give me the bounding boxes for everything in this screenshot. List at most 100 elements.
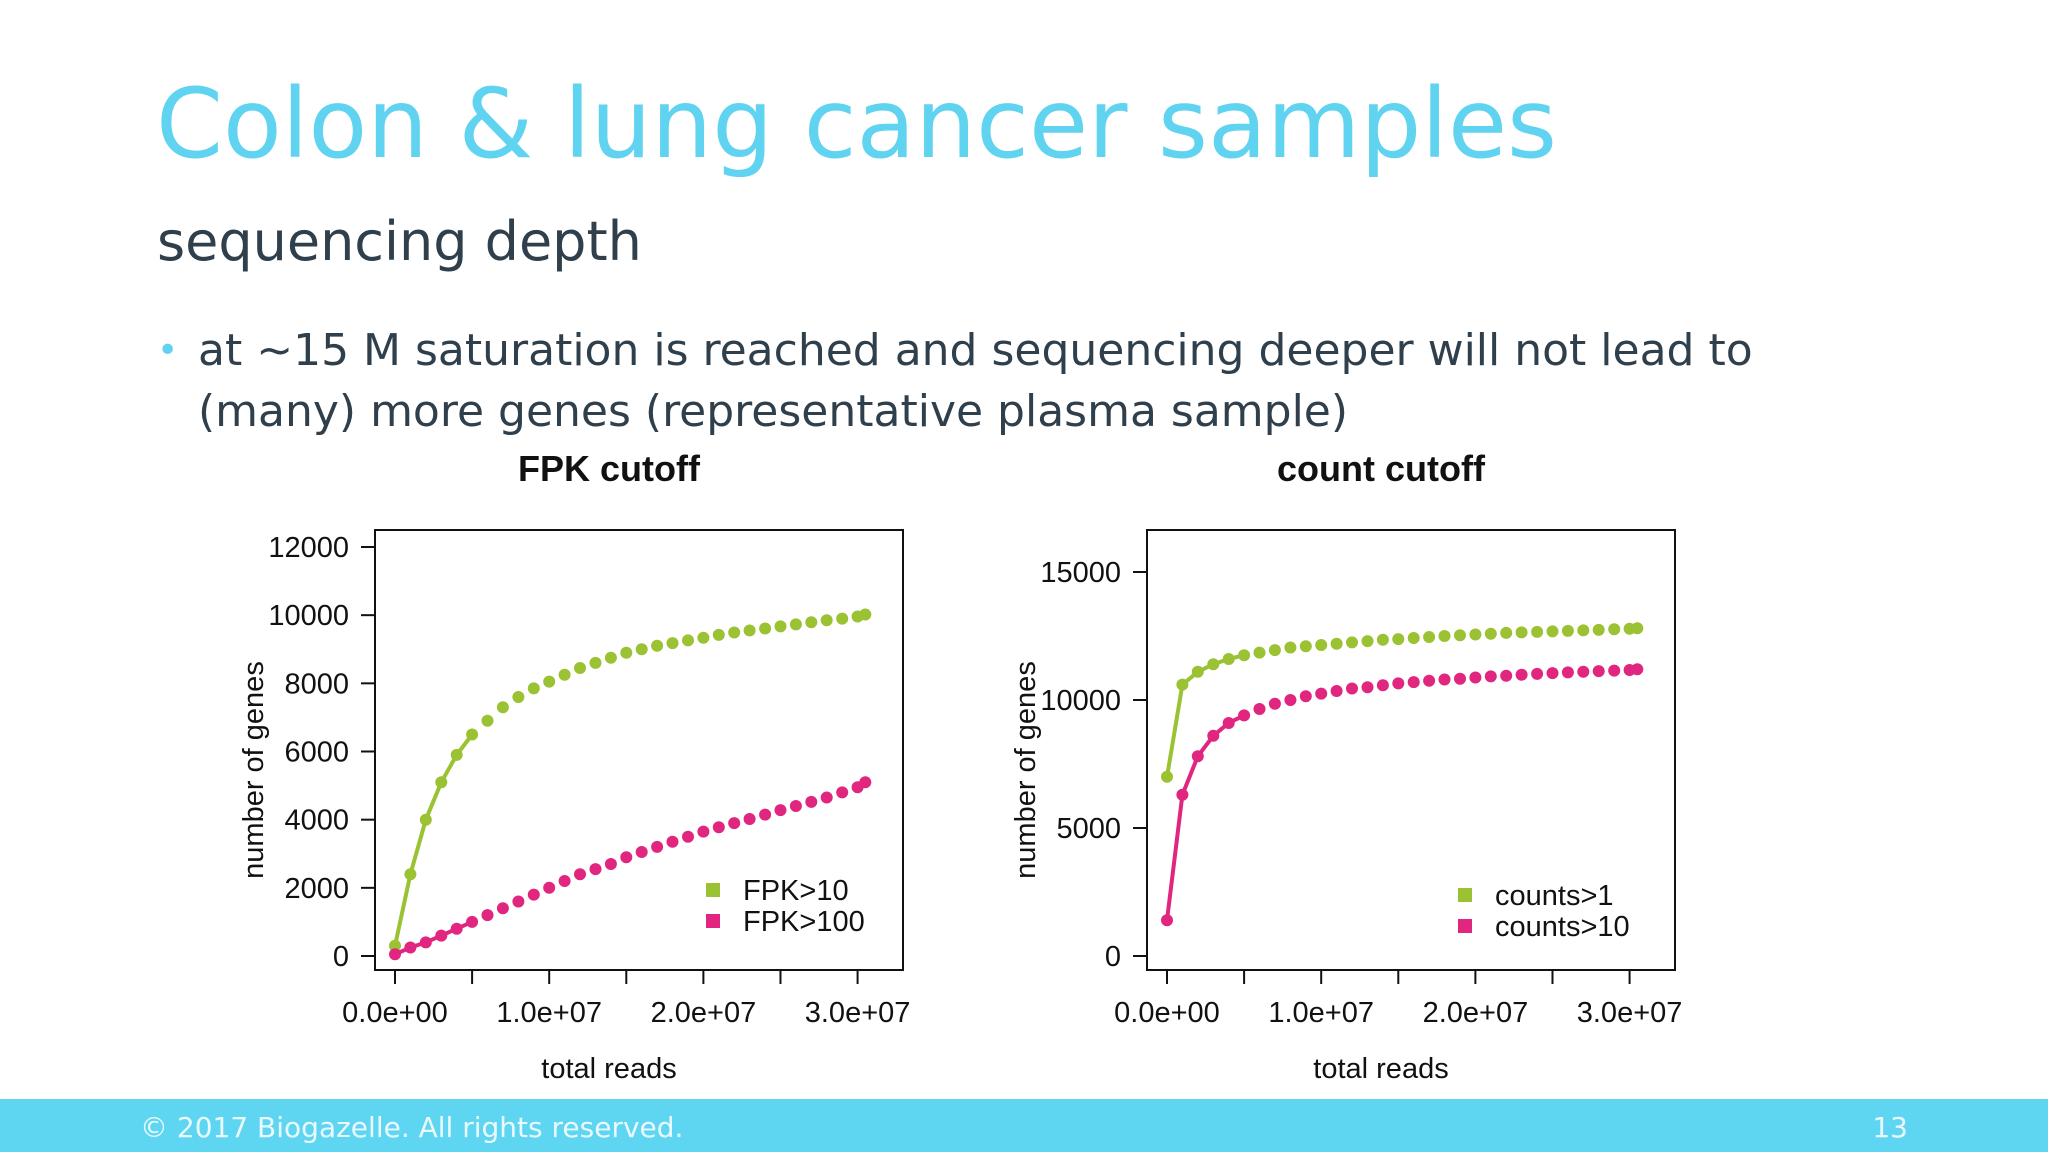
y-tick-label: 2000	[284, 873, 349, 905]
data-point	[496, 902, 509, 915]
plot-frame	[1146, 529, 1676, 971]
x-tick-label: 2.0e+07	[1423, 997, 1529, 1029]
data-point	[1222, 653, 1235, 665]
data-point	[1330, 637, 1343, 650]
data-point	[450, 748, 463, 761]
x-tick-label: 3.0e+07	[805, 997, 911, 1029]
data-point	[1500, 669, 1513, 682]
data-point	[1546, 625, 1559, 638]
data-point	[1631, 622, 1644, 635]
slide-title: Colon & lung cancer samples	[156, 68, 1558, 180]
data-point	[419, 936, 432, 949]
data-point	[1484, 627, 1497, 640]
data-point	[1176, 678, 1189, 691]
data-point	[1592, 665, 1605, 678]
data-point	[1361, 681, 1374, 694]
data-point	[1268, 697, 1281, 710]
data-point	[682, 830, 694, 843]
data-point	[1253, 646, 1266, 659]
data-point	[1423, 674, 1436, 687]
data-point	[1176, 788, 1189, 801]
data-point	[836, 786, 849, 799]
data-point	[1222, 717, 1235, 729]
data-point	[496, 701, 509, 714]
legend-marker	[706, 883, 720, 897]
y-tick-label: 6000	[284, 737, 349, 769]
legend-label: FPK>10	[743, 875, 849, 907]
y-tick-label: 5000	[1056, 813, 1121, 845]
data-point	[1191, 750, 1204, 763]
data-point	[1392, 677, 1405, 690]
data-point	[604, 858, 617, 870]
data-point	[589, 656, 602, 669]
data-point	[404, 941, 417, 954]
data-point	[1161, 914, 1173, 927]
chart-count-cutoff-svg: count cutoff 0 5000 10000 15000 0.0e+00 1.0e+0…	[1010, 448, 1682, 1085]
data-point	[1592, 623, 1605, 636]
data-point	[1361, 635, 1374, 648]
data-point	[1407, 676, 1420, 689]
data-point	[651, 639, 664, 652]
x-axis-label: total reads	[541, 1053, 676, 1085]
data-point	[481, 909, 494, 922]
data-point	[1238, 649, 1251, 662]
data-point	[1469, 671, 1482, 684]
data-point	[666, 637, 679, 650]
data-point	[1577, 665, 1590, 678]
data-point	[666, 835, 679, 848]
data-point	[789, 800, 802, 812]
data-point	[1561, 666, 1574, 679]
data-point	[1299, 690, 1312, 703]
data-point	[1376, 633, 1389, 646]
data-point	[1484, 670, 1497, 683]
data-point	[1284, 641, 1297, 654]
data-point	[1407, 632, 1420, 644]
legend-marker	[1458, 919, 1472, 933]
data-point	[512, 895, 525, 908]
legend-label: FPK>100	[743, 906, 865, 938]
data-point	[389, 939, 401, 952]
chart-title: FPK cutoff	[518, 448, 701, 489]
data-point	[789, 618, 802, 631]
data-point	[620, 646, 633, 659]
data-point	[1423, 631, 1436, 643]
legend-marker	[706, 914, 720, 928]
data-point	[820, 791, 833, 804]
data-point	[574, 662, 586, 674]
bullet-dot-icon: •	[157, 330, 179, 371]
legend-label: counts>1	[1495, 880, 1614, 912]
plot-frame	[374, 529, 904, 971]
data-point	[1346, 636, 1358, 649]
data-point	[859, 608, 872, 621]
data-point	[1631, 663, 1644, 676]
data-point	[1284, 694, 1297, 706]
data-point	[1454, 672, 1466, 685]
data-point	[450, 922, 463, 935]
data-point	[728, 626, 741, 639]
slide-subtitle: sequencing depth	[157, 210, 642, 273]
chart-count-cutoff: count cutoff 0 5000 10000 15000 0.0e+00 1.0e+0…	[967, 445, 1727, 1095]
data-point	[759, 622, 772, 635]
data-point	[697, 825, 710, 838]
y-axis-label: number of genes	[1010, 661, 1042, 879]
x-axis-label: total reads	[1313, 1053, 1448, 1085]
data-point	[1515, 668, 1528, 681]
data-point	[635, 643, 648, 656]
series-line-1	[1165, 713, 1245, 921]
data-point	[1161, 770, 1173, 783]
y-axis-label: number of genes	[238, 661, 270, 879]
data-point	[712, 628, 725, 641]
chart-fpk-cutoff-svg: FPK cutoff 0 2000 4000 6000 8000 10000 12000 0.0…	[238, 448, 911, 1085]
data-point	[712, 821, 725, 834]
data-point	[836, 612, 849, 625]
data-point	[1268, 644, 1281, 657]
data-point	[419, 813, 432, 826]
data-point	[1207, 658, 1220, 671]
x-tick-label: 2.0e+07	[651, 997, 757, 1029]
data-point	[389, 948, 401, 961]
data-point	[1469, 628, 1482, 641]
data-point	[481, 714, 494, 727]
data-point	[697, 631, 710, 644]
data-point	[682, 634, 694, 647]
data-point	[1454, 629, 1466, 642]
